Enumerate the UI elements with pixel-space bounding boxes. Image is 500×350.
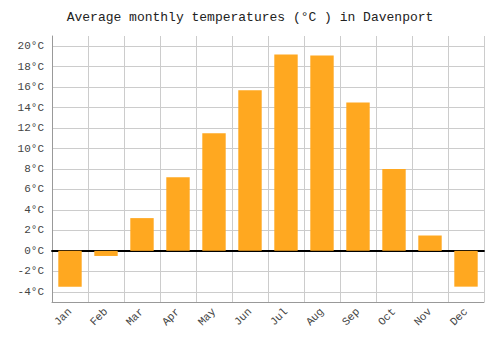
svg-text:16°C: 16°C bbox=[18, 81, 45, 93]
svg-text:Jan: Jan bbox=[52, 306, 74, 328]
svg-text:Oct: Oct bbox=[376, 306, 398, 328]
svg-text:Apr: Apr bbox=[160, 306, 182, 328]
svg-text:Feb: Feb bbox=[88, 306, 110, 328]
svg-text:10°C: 10°C bbox=[18, 143, 45, 155]
svg-text:Mar: Mar bbox=[124, 306, 146, 328]
svg-text:-4°C: -4°C bbox=[18, 286, 45, 298]
svg-text:8°C: 8°C bbox=[24, 163, 44, 175]
svg-text:4°C: 4°C bbox=[24, 204, 44, 216]
svg-text:May: May bbox=[196, 305, 219, 328]
svg-text:Dec: Dec bbox=[448, 306, 470, 328]
svg-text:Jun: Jun bbox=[232, 306, 254, 328]
svg-text:6°C: 6°C bbox=[24, 183, 44, 195]
svg-text:18°C: 18°C bbox=[18, 61, 45, 73]
svg-text:12°C: 12°C bbox=[18, 122, 45, 134]
svg-text:Aug: Aug bbox=[304, 306, 326, 328]
svg-text:-2°C: -2°C bbox=[18, 265, 45, 277]
svg-text:Jul: Jul bbox=[268, 306, 290, 328]
svg-text:Nov: Nov bbox=[412, 305, 435, 328]
svg-text:Average monthly temperatures (: Average monthly temperatures (°C ) in Da… bbox=[67, 10, 434, 25]
svg-text:2°C: 2°C bbox=[24, 224, 44, 236]
svg-text:Sep: Sep bbox=[340, 306, 362, 328]
svg-text:0°C: 0°C bbox=[24, 245, 44, 257]
svg-text:14°C: 14°C bbox=[18, 102, 45, 114]
svg-text:20°C: 20°C bbox=[18, 40, 45, 52]
